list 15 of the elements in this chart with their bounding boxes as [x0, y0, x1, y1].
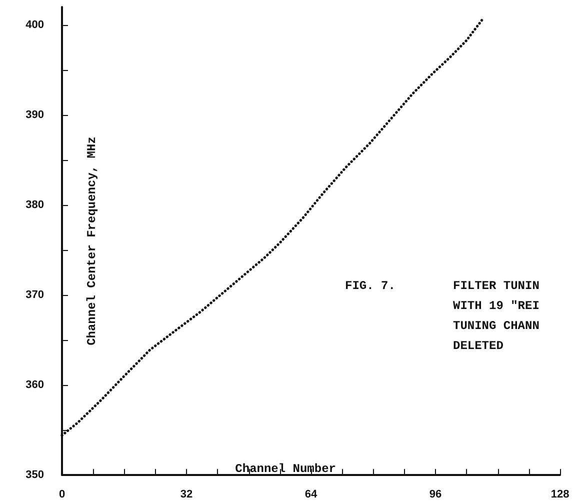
y-tick-label: 400 — [26, 19, 44, 31]
y-tick-label: 380 — [26, 199, 44, 211]
x-axis-title: Channel Number — [235, 462, 336, 476]
x-tick-label: 128 — [550, 488, 570, 500]
x-tick-label: 64 — [304, 488, 318, 500]
annotation: FIG. 7. — [345, 279, 396, 293]
x-tick-label: 0 — [58, 488, 66, 500]
y-tick-label: 370 — [26, 289, 44, 301]
y-tick-label: 390 — [26, 109, 44, 121]
y-tick-label: 350 — [26, 469, 44, 481]
x-tick-label: 96 — [429, 488, 442, 500]
y-tick-label: 360 — [26, 379, 44, 391]
annotation: FILTER TUNIN WITH 19 "REI TUNING CHANN DELETED — [453, 279, 540, 353]
x-tick-label: 32 — [180, 488, 193, 500]
y-axis-title: Channel Center Frequency, MHz — [85, 136, 99, 346]
